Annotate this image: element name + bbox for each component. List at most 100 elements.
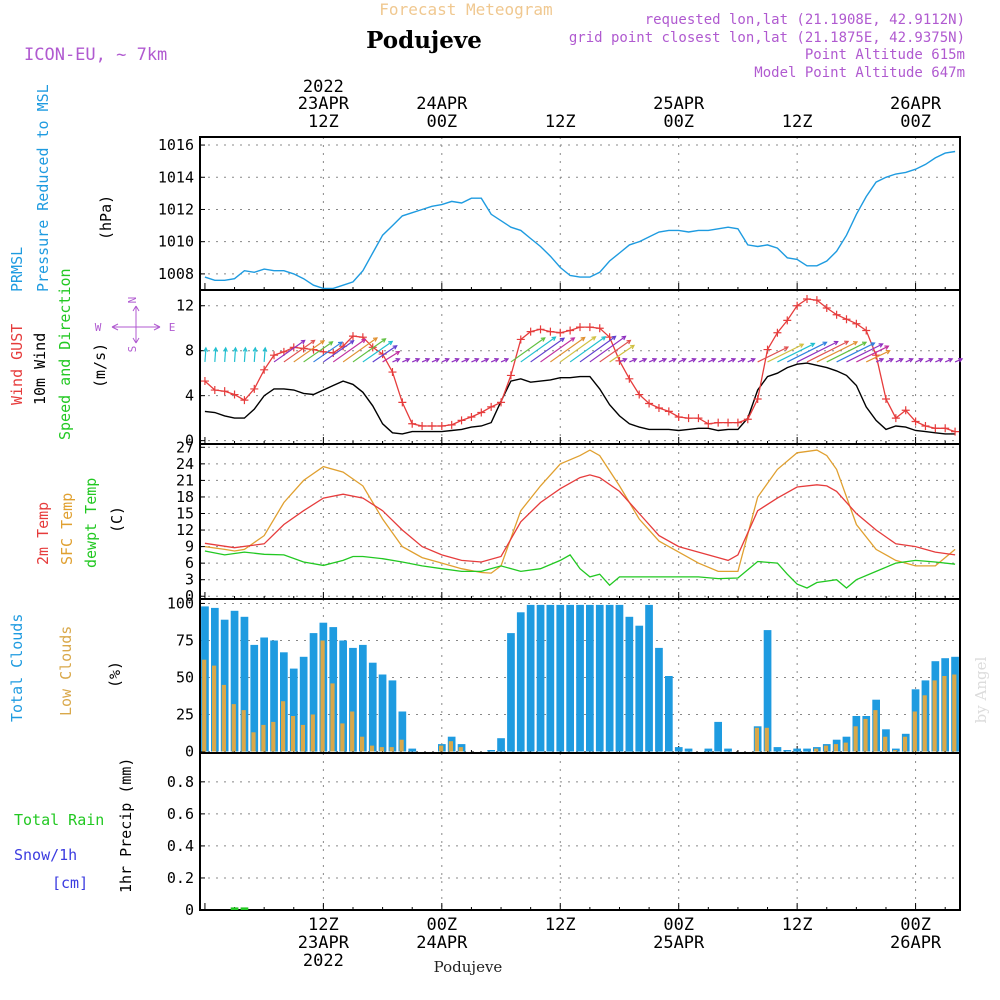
temperature-ytick-label: 24	[176, 455, 194, 473]
gust-marker	[566, 326, 575, 335]
low-cloud-bar	[241, 710, 246, 752]
low-cloud-bar	[843, 742, 848, 752]
bottom-hour-label: 12Z	[545, 915, 576, 935]
temperature-ytick-label: 0	[185, 587, 194, 605]
gust-marker	[704, 419, 713, 428]
precip-ytick-label: 0.4	[167, 837, 194, 855]
wind-vector-head	[611, 335, 617, 341]
gust-marker	[724, 418, 733, 427]
wind-vector	[214, 347, 217, 362]
wind-vector-head	[888, 358, 895, 363]
wind-10m-label: 10m Wind	[31, 333, 49, 405]
gust-marker	[556, 328, 565, 337]
sfc-temp-line	[204, 449, 956, 574]
total-cloud-bar	[378, 674, 387, 752]
gust-marker	[881, 395, 890, 404]
gust-marker	[793, 301, 802, 310]
wind-vector-head	[629, 344, 636, 350]
low-cloud-bar	[300, 724, 305, 752]
total-cloud-bar	[398, 711, 407, 752]
total-cloud-bar	[684, 748, 693, 752]
top-hour-label: 12Z	[782, 112, 813, 132]
rain-bar	[240, 907, 249, 910]
wind-vector	[550, 337, 586, 363]
wind-vector-head	[852, 341, 859, 346]
precip-ytick-label: 0.8	[167, 773, 194, 791]
temperature-ytick-label: 3	[185, 571, 194, 589]
total-cloud-bar	[289, 668, 298, 752]
temperature-ytick-label: 15	[176, 505, 194, 523]
low-cloud-bar	[922, 695, 927, 752]
wind-vector	[392, 358, 400, 363]
wind-vector	[243, 347, 247, 362]
gust-marker	[921, 422, 930, 431]
total-cloud-bar	[339, 640, 347, 752]
wind-vector	[273, 339, 306, 363]
low-cloud-bar	[823, 745, 829, 752]
wind-vector	[569, 336, 606, 363]
wind-vector-head	[632, 358, 638, 363]
wind-vector-head	[908, 358, 914, 363]
wind-vector	[787, 341, 827, 363]
low-cloud-bar	[439, 745, 444, 752]
total-cloud-bar	[665, 676, 673, 752]
total-cloud-bar	[714, 721, 722, 752]
low-cloud-bar	[310, 714, 315, 752]
gust-marker	[250, 384, 259, 393]
wind-vector	[253, 347, 256, 362]
wind-vector	[530, 337, 565, 363]
precip-frame	[199, 752, 961, 911]
wind-vector-head	[879, 358, 885, 363]
gust-marker	[674, 413, 683, 422]
gust-marker	[891, 414, 900, 423]
gust-marker	[753, 395, 762, 404]
wind-vector-head	[570, 337, 576, 342]
wind-10m-line	[204, 362, 956, 435]
wind-vector-head	[721, 358, 727, 363]
wind-vector	[599, 339, 631, 363]
top-hour-label: 00Z	[900, 112, 931, 132]
gust-marker	[694, 414, 703, 423]
clouds-unit: (%)	[106, 661, 124, 688]
bottom-hour-label: 00Z	[426, 915, 457, 935]
temperature-ytick-label: 6	[185, 554, 194, 572]
wind-unit: (m/s)	[91, 343, 109, 388]
clouds-ytick-label: 0	[185, 743, 194, 761]
wind-ytick-label: 4	[185, 387, 194, 405]
compass-s: S	[126, 346, 139, 353]
low-cloud-bar	[231, 704, 236, 752]
temperature-ytick-label: 27	[176, 438, 194, 456]
gust-marker	[783, 316, 792, 325]
snow-unit-legend: [cm]	[52, 874, 88, 892]
pressure-ytick-label: 1008	[158, 265, 194, 283]
bottom-hour-label: 00Z	[663, 915, 694, 935]
wind-vector-head	[799, 343, 805, 348]
temp-unit: (C)	[108, 506, 126, 533]
gust-marker	[200, 377, 209, 386]
low-cloud-bar	[320, 640, 325, 752]
wind-vector	[332, 338, 366, 363]
wind-vector-head	[392, 345, 398, 350]
total-cloud-bar	[586, 604, 594, 752]
total-cloud-bar	[270, 640, 278, 752]
gust-marker	[862, 326, 871, 335]
wind-vector-head	[262, 346, 268, 352]
bottom-hour-label: 12Z	[308, 915, 339, 935]
total-cloud-bar	[260, 637, 268, 752]
total-cloud-bar	[655, 647, 663, 752]
gust-marker	[941, 424, 950, 433]
wind-vector-head	[484, 358, 490, 363]
gust-marker	[270, 351, 279, 360]
low-cloud-bar	[330, 683, 335, 752]
bottom-date-label: 24APR	[416, 933, 468, 953]
wind-vector-head	[898, 358, 904, 363]
wind-vector	[717, 358, 726, 363]
gust-marker	[437, 422, 446, 431]
sfc-temp-label: SFC Temp	[58, 493, 76, 565]
total-cloud-bar	[783, 750, 792, 752]
wind-ytick-label: 8	[185, 342, 194, 360]
wind-vector-head	[381, 338, 387, 343]
wind-vector-head	[203, 346, 209, 352]
top-hour-label: 12Z	[308, 112, 339, 132]
low-cloud-bar	[912, 711, 917, 752]
